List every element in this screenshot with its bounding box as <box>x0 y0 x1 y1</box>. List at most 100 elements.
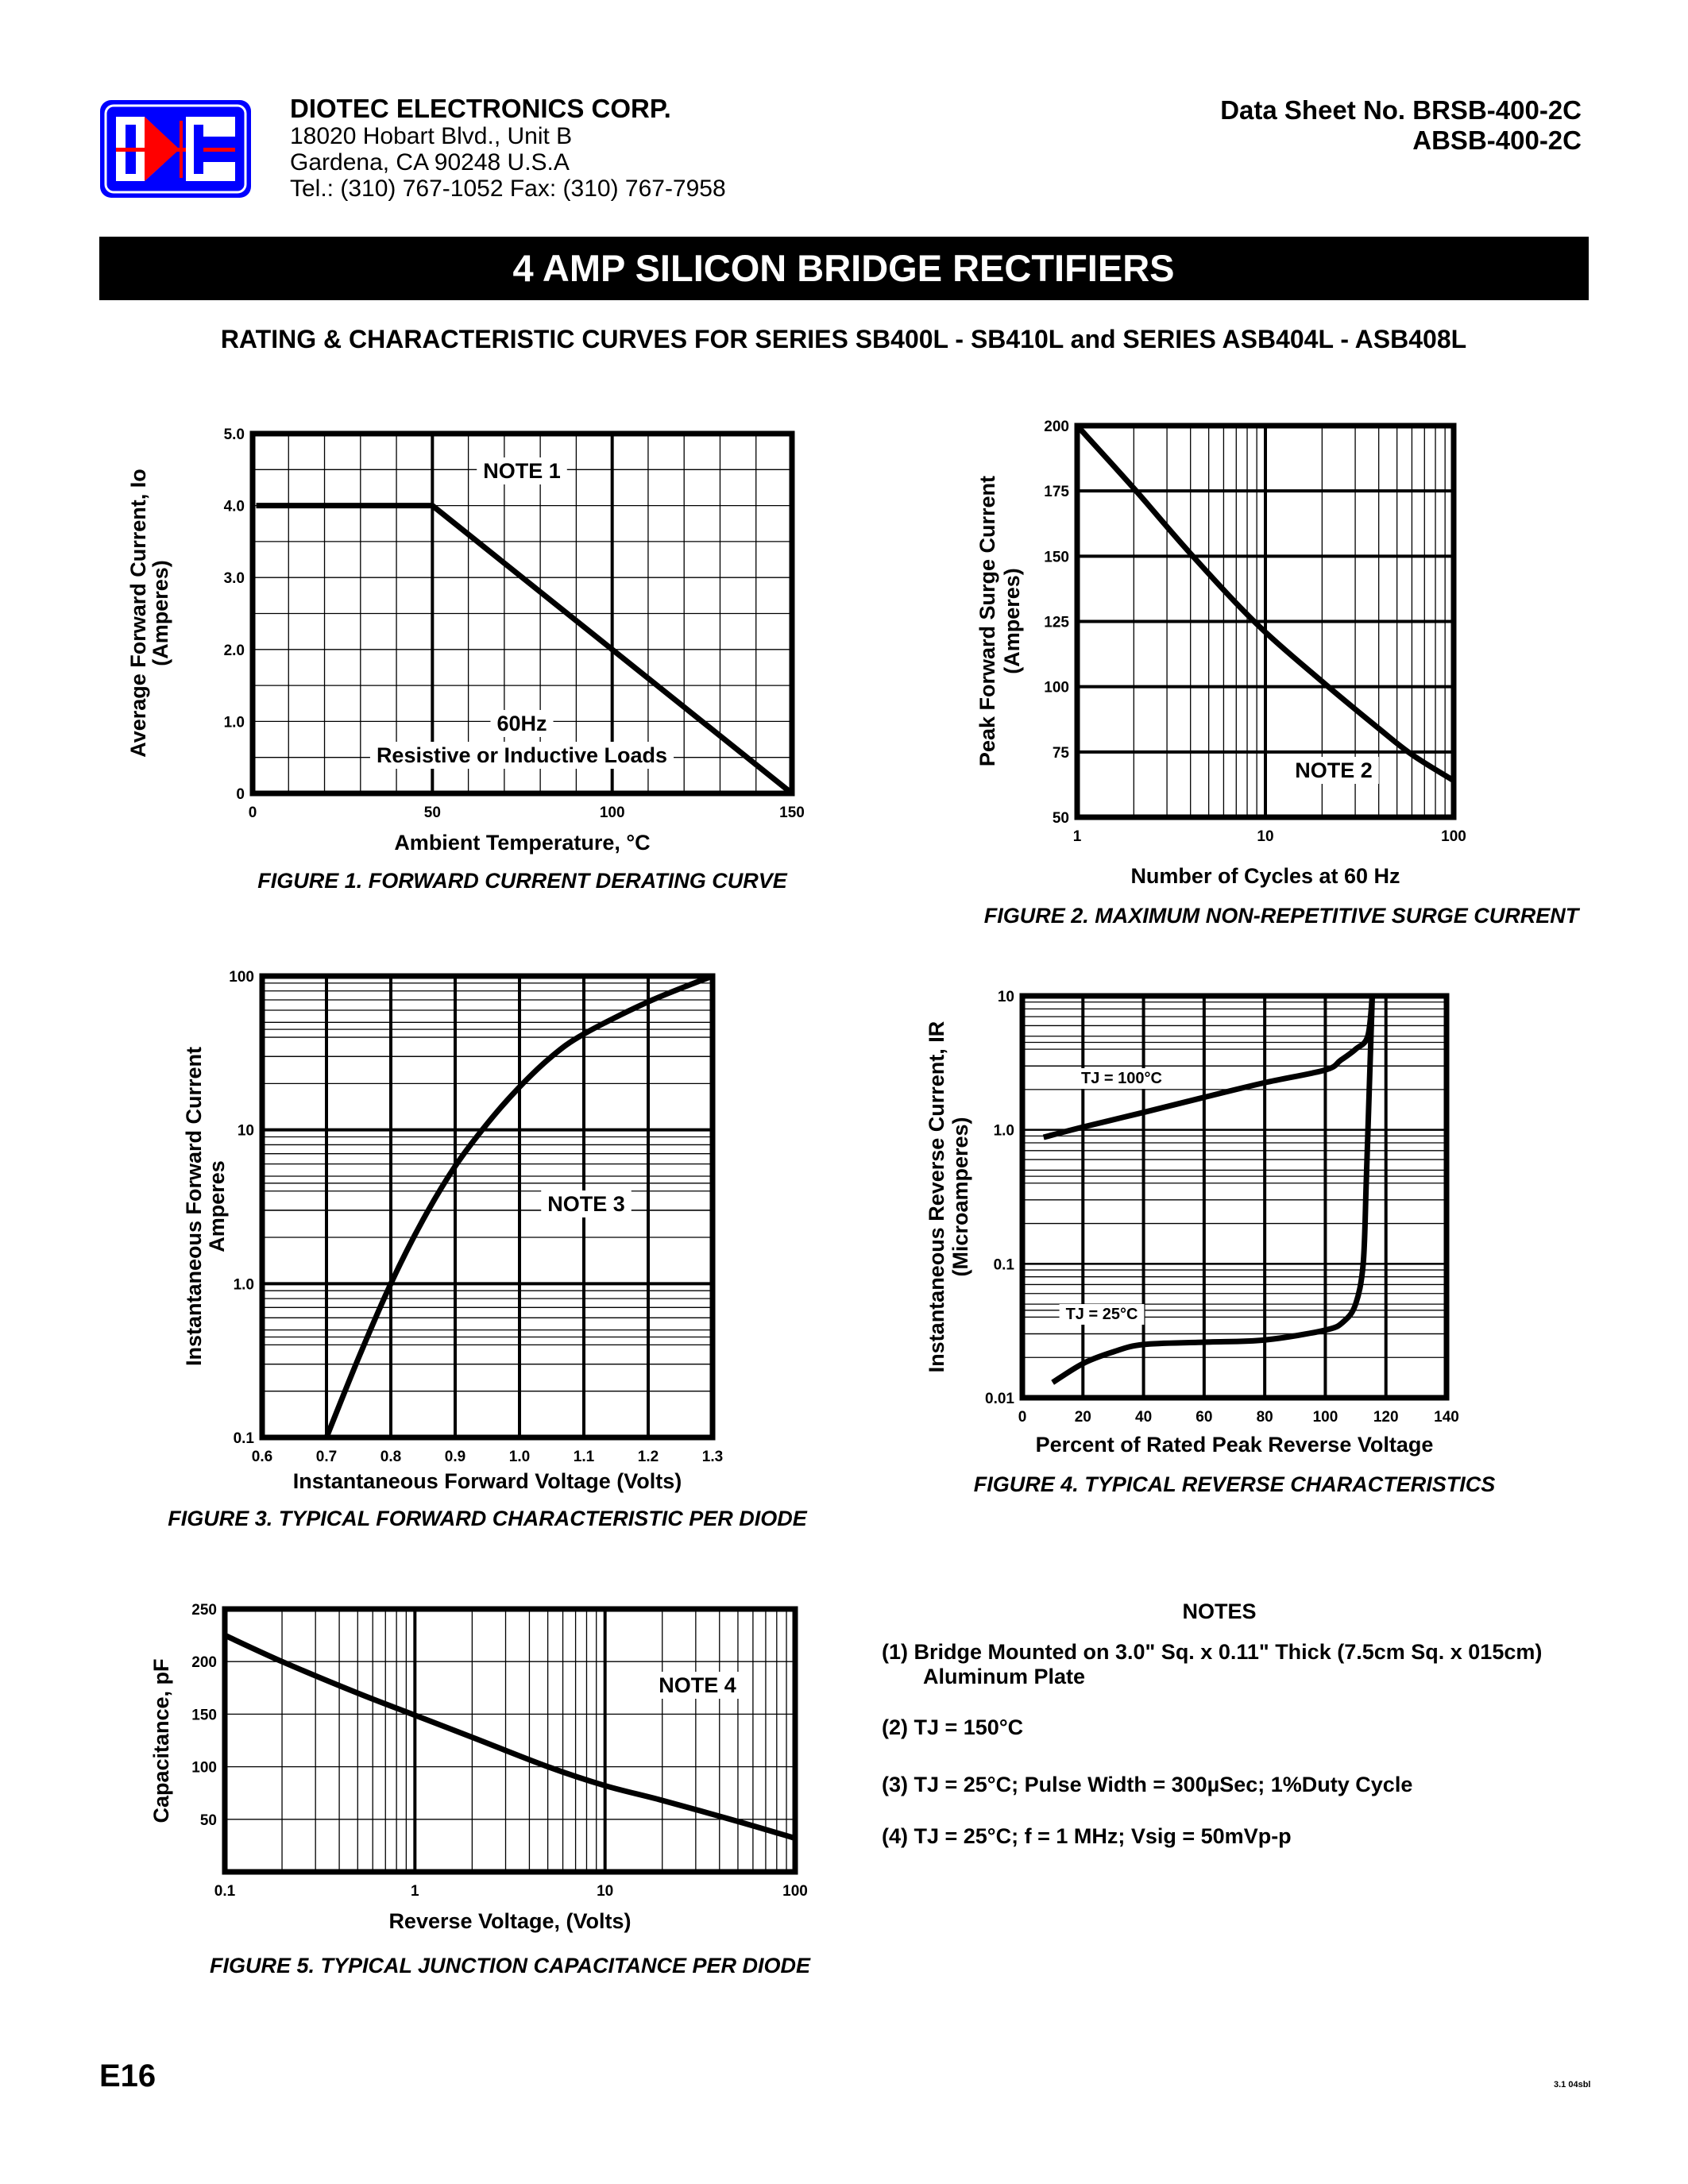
figure-2: 1 10 100 50 75 100 125 150 175 200 Number of Cycle… <box>975 419 1581 928</box>
series-curve-1 <box>323 973 714 1439</box>
note-1: (1) Bridge Mounted on 3.0" Sq. x 0.11" T… <box>882 1640 1542 1664</box>
x-tick-label: 100 <box>1313 1409 1338 1426</box>
page-subtitle: RATING & CHARACTERISTIC CURVES FOR SERIE… <box>221 325 1466 353</box>
y-tick-label: 100 <box>229 969 254 986</box>
y-tick-label: 1.0 <box>234 1276 254 1293</box>
x-tick-label: 60 <box>1196 1409 1212 1426</box>
figure-1: 0 50 100 150 0 1.0 2.0 3.0 4.0 5.0 Ambient Tempera… <box>126 426 805 893</box>
y-tick-label: 4.0 <box>224 499 245 515</box>
y-tick-label: 150 <box>1044 549 1069 565</box>
y-tick-label: 200 <box>1044 419 1069 435</box>
datasheet-number: Data Sheet No. BRSB-400-2C <box>1220 95 1582 125</box>
x-axis-label: Number of Cycles at 60 Hz <box>1130 864 1400 888</box>
y-tick-label: 10 <box>998 989 1014 1005</box>
grid <box>1022 996 1447 1399</box>
x-tick-label: 50 <box>424 805 441 821</box>
y-axis-label: (Amperes) <box>149 560 172 666</box>
y-tick-label: 100 <box>1044 680 1069 696</box>
chart-annotation: NOTE 1 <box>483 459 561 483</box>
x-tick-label: 1 <box>1073 828 1082 845</box>
y-tick-label: 0 <box>236 786 245 803</box>
x-tick-label: 10 <box>1257 828 1273 845</box>
title-bar <box>99 237 1589 300</box>
y-axis-label: Peak Forward Surge Current <box>975 476 999 766</box>
figure-caption: FIGURE 5. TYPICAL JUNCTION CAPACITANCE P… <box>210 1954 811 1978</box>
y-tick-label: 0.01 <box>985 1391 1014 1407</box>
x-tick-label: 100 <box>1441 828 1466 845</box>
chart-annotation: 60Hz <box>496 712 547 735</box>
series-label: TJ = 25°C <box>1066 1306 1138 1323</box>
page-title: 4 AMP SILICON BRIDGE RECTIFIERS <box>512 247 1174 289</box>
y-tick-label: 200 <box>191 1654 217 1671</box>
figure-caption: FIGURE 4. TYPICAL REVERSE CHARACTERISTIC… <box>974 1472 1496 1496</box>
y-tick-label: 0.1 <box>994 1256 1015 1273</box>
series-curve-1 <box>223 1632 796 1841</box>
series-curve-1 <box>256 503 794 796</box>
y-axis-label: Capacitance, pF <box>149 1658 173 1823</box>
y-tick-label: 3.0 <box>224 570 245 587</box>
figure-3: 0.6 0.7 0.8 0.9 1.0 1.1 1.2 1.3 0.1 1.0 10 100 Insta… <box>168 969 808 1530</box>
x-tick-label: 1.2 <box>638 1449 659 1465</box>
y-axis-label: (Microamperes) <box>948 1117 972 1276</box>
datasheet-number-alt: ABSB-400-2C <box>1412 125 1582 155</box>
x-tick-label: 0.9 <box>445 1449 465 1465</box>
x-tick-label: 80 <box>1257 1409 1273 1426</box>
y-tick-label: 10 <box>238 1123 254 1140</box>
note-3: (3) TJ = 25°C; Pulse Width = 300µSec; 1%… <box>882 1773 1412 1796</box>
chart-annotation: NOTE 4 <box>659 1673 736 1697</box>
note-4: (4) TJ = 25°C; f = 1 MHz; Vsig = 50mVp-p <box>882 1824 1292 1848</box>
x-tick-label: 40 <box>1135 1409 1152 1426</box>
x-tick-label: 150 <box>779 805 805 821</box>
y-tick-label: 50 <box>200 1812 217 1829</box>
grid <box>253 434 792 793</box>
note-1-cont: Aluminum Plate <box>923 1665 1085 1688</box>
x-tick-label: 1 <box>411 1883 419 1900</box>
y-axis-label: Amperes <box>205 1160 229 1252</box>
document-code: 3.1 04sbl <box>1554 2080 1590 2089</box>
plot-frame <box>259 973 716 1441</box>
x-axis-label: Percent of Rated Peak Reverse Voltage <box>1036 1433 1434 1457</box>
note-2: (2) TJ = 150°C <box>882 1715 1023 1739</box>
x-tick-label: 0 <box>249 805 257 821</box>
diotec-logo <box>100 100 251 198</box>
chart-annotation: NOTE 3 <box>547 1192 625 1216</box>
y-axis-label: Instantaneous Forward Current <box>182 1047 206 1366</box>
grid <box>1076 426 1454 817</box>
x-tick-label: 1.3 <box>702 1449 723 1465</box>
y-tick-label: 50 <box>1053 810 1069 827</box>
x-axis-label: Reverse Voltage, (Volts) <box>388 1909 631 1933</box>
y-tick-label: 2.0 <box>224 642 245 659</box>
series-label: TJ = 100°C <box>1081 1070 1162 1087</box>
y-axis-label: Instantaneous Reverse Current, IR <box>925 1021 948 1373</box>
x-tick-label: 1.0 <box>509 1449 530 1465</box>
notes-section: NOTES (1) Bridge Mounted on 3.0" Sq. x 0… <box>882 1599 1542 1848</box>
chart-annotation: NOTE 2 <box>1295 758 1373 782</box>
plot-frame <box>222 1606 798 1875</box>
x-tick-label: 100 <box>600 805 625 821</box>
x-tick-label: 0.7 <box>316 1449 337 1465</box>
grid <box>223 1609 795 1872</box>
figure-4: 0 20 40 60 80 100 120 140 0.01 0.1 1.0 10 Percent of… <box>925 989 1495 1496</box>
x-tick-label: 10 <box>597 1883 613 1900</box>
figure-5: 0.1 1 10 100 50 100 150 200 250 Reverse Voltage, … <box>149 1602 811 1978</box>
page-number: E16 <box>99 2059 156 2093</box>
y-tick-label: 0.1 <box>234 1430 255 1447</box>
x-tick-label: 0.1 <box>214 1883 236 1900</box>
y-axis-label: (Amperes) <box>1000 568 1024 674</box>
x-tick-label: 0.8 <box>380 1449 401 1465</box>
x-tick-label: 20 <box>1075 1409 1091 1426</box>
y-tick-label: 150 <box>191 1707 217 1723</box>
x-tick-label: 140 <box>1434 1409 1459 1426</box>
company-address-1: 18020 Hobart Blvd., Unit B <box>290 123 572 149</box>
figure-caption: FIGURE 1. FORWARD CURRENT DERATING CURVE <box>257 869 788 893</box>
chart-annotation: Resistive or Inductive Loads <box>377 743 667 767</box>
company-name: DIOTEC ELECTRONICS CORP. <box>290 94 671 123</box>
x-tick-label: 0 <box>1018 1409 1027 1426</box>
series-curve-1 <box>1075 423 1455 783</box>
figure-caption: FIGURE 2. MAXIMUM NON-REPETITIVE SURGE C… <box>984 904 1581 928</box>
x-tick-label: 100 <box>782 1883 808 1900</box>
y-tick-label: 250 <box>191 1602 217 1619</box>
company-address-2: Gardena, CA 90248 U.S.A <box>290 149 570 176</box>
y-tick-label: 125 <box>1044 615 1069 631</box>
